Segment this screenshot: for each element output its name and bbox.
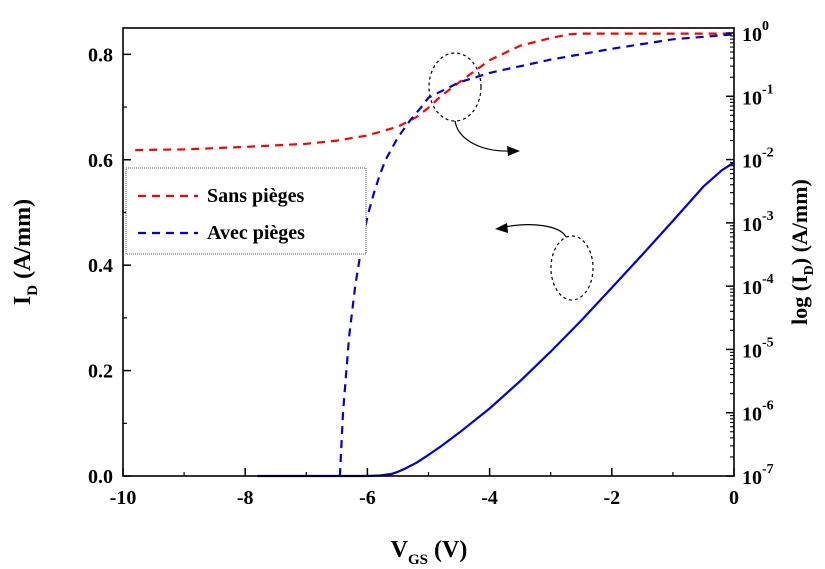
series-line-0 <box>135 32 734 152</box>
x-tick-label: -10 <box>110 487 137 509</box>
arrowhead-right <box>507 146 520 156</box>
x-tick-label: 0 <box>729 487 739 509</box>
x-axis-title-sub: GS <box>408 552 428 568</box>
legend-label-sans-pieges: Sans pièges <box>207 185 304 207</box>
y-right-tick-base: 10 <box>742 87 762 109</box>
y-axis-left-title-sub: D <box>25 285 41 296</box>
annotations <box>428 52 594 301</box>
y-right-tick-exp: -2 <box>762 146 774 161</box>
annotation-arrow-right <box>454 120 511 152</box>
y-right-tick-base: 10 <box>742 151 762 173</box>
y-right-tick-exp: 0 <box>762 19 769 34</box>
y-axis-right-title-pre: log (I <box>787 275 812 325</box>
y-right-tick-base: 10 <box>742 467 762 489</box>
y-axis-left-title: ID (A/mm) <box>10 199 41 305</box>
x-tick-label: -6 <box>359 487 376 509</box>
y-right-tick-base: 10 <box>742 404 762 426</box>
y-right-tick-label: 10-4 <box>742 272 774 299</box>
legend-label-avec-pieges: Avec pièges <box>207 222 305 244</box>
y-axis-right-title: log (ID) (A/mm) <box>787 179 817 325</box>
arrowhead-left <box>495 223 508 233</box>
x-tick-label: -4 <box>481 487 498 509</box>
y-right-tick-exp: -7 <box>762 462 774 477</box>
y-left-tick-label: 0.4 <box>88 255 113 277</box>
y-right-tick-exp: -4 <box>762 272 774 287</box>
y-left-tick-label: 0.2 <box>88 361 113 383</box>
y-right-tick-label: 10-2 <box>742 146 774 173</box>
annotation-ellipse-linear-curve <box>550 235 594 301</box>
y-right-tick-label: 10-7 <box>742 462 774 489</box>
y-right-tick-label: 10-5 <box>742 335 774 362</box>
axes-ticks: -10 -8 -6 -4 -2 00.00.20.40.60.810010-110-210… <box>88 19 774 509</box>
y-right-tick-base: 10 <box>742 277 762 299</box>
legend: Sans pièges Avec pièges <box>125 167 367 255</box>
y-axis-left-title-main: I <box>10 296 36 305</box>
y-right-tick-base: 10 <box>742 24 762 46</box>
series-line-1 <box>338 33 735 477</box>
y-right-tick-exp: -3 <box>762 209 774 224</box>
x-axis-title-main: V <box>391 537 409 563</box>
legend-box <box>125 167 367 255</box>
y-right-tick-exp: -6 <box>762 399 774 414</box>
y-left-tick-label: 0.8 <box>88 44 113 66</box>
x-tick-label: -8 <box>237 487 254 509</box>
annotation-ellipse-log-curves <box>428 52 482 122</box>
y-axis-right-title-sub: D <box>802 265 817 275</box>
y-right-tick-label: 10-1 <box>742 82 774 109</box>
y-right-tick-base: 10 <box>742 340 762 362</box>
series-line-2 <box>257 161 735 478</box>
y-right-tick-label: 100 <box>742 19 769 46</box>
y-left-tick-label: 0.6 <box>88 150 113 172</box>
y-right-tick-label: 10-6 <box>742 399 774 426</box>
series-layer <box>135 32 735 478</box>
y-right-tick-base: 10 <box>742 214 762 236</box>
y-left-tick-label: 0.0 <box>88 466 113 488</box>
x-axis-title-unit: (V) <box>428 537 467 563</box>
y-axis-left-title-unit: (A/mm) <box>10 199 36 285</box>
y-axis-right-title-post: ) (A/mm) <box>787 179 812 265</box>
annotation-arrow-left <box>504 224 567 238</box>
x-axis-title: VGS (V) <box>391 537 468 568</box>
y-right-tick-exp: -1 <box>762 82 774 97</box>
plot-frame <box>122 27 735 477</box>
x-tick-label: -2 <box>603 487 620 509</box>
y-right-tick-exp: -5 <box>762 335 774 350</box>
y-right-tick-label: 10-3 <box>742 209 774 236</box>
